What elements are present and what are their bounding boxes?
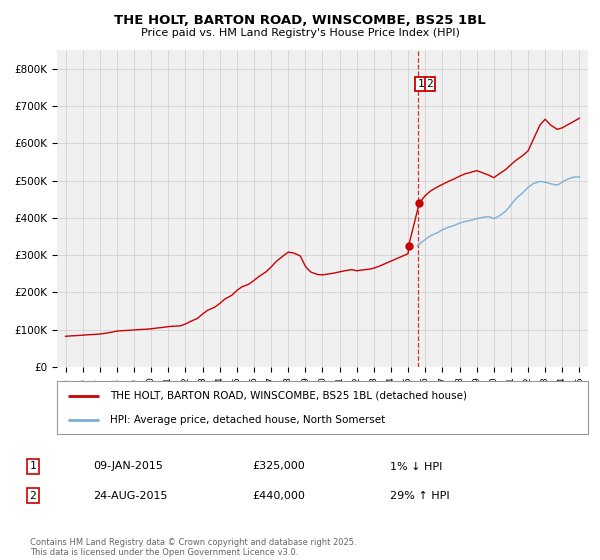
Text: 1: 1	[417, 79, 424, 89]
Text: 2: 2	[29, 491, 37, 501]
Text: £325,000: £325,000	[252, 461, 305, 472]
Text: Price paid vs. HM Land Registry's House Price Index (HPI): Price paid vs. HM Land Registry's House …	[140, 28, 460, 38]
Text: THE HOLT, BARTON ROAD, WINSCOMBE, BS25 1BL: THE HOLT, BARTON ROAD, WINSCOMBE, BS25 1…	[114, 14, 486, 27]
Text: 24-AUG-2015: 24-AUG-2015	[93, 491, 167, 501]
Text: £440,000: £440,000	[252, 491, 305, 501]
Text: 1% ↓ HPI: 1% ↓ HPI	[390, 461, 442, 472]
Text: 2: 2	[427, 79, 433, 89]
Text: 1: 1	[29, 461, 37, 472]
Text: THE HOLT, BARTON ROAD, WINSCOMBE, BS25 1BL (detached house): THE HOLT, BARTON ROAD, WINSCOMBE, BS25 1…	[110, 391, 467, 401]
Text: 29% ↑ HPI: 29% ↑ HPI	[390, 491, 449, 501]
Text: Contains HM Land Registry data © Crown copyright and database right 2025.
This d: Contains HM Land Registry data © Crown c…	[30, 538, 356, 557]
Text: HPI: Average price, detached house, North Somerset: HPI: Average price, detached house, Nort…	[110, 414, 385, 424]
Text: 09-JAN-2015: 09-JAN-2015	[93, 461, 163, 472]
